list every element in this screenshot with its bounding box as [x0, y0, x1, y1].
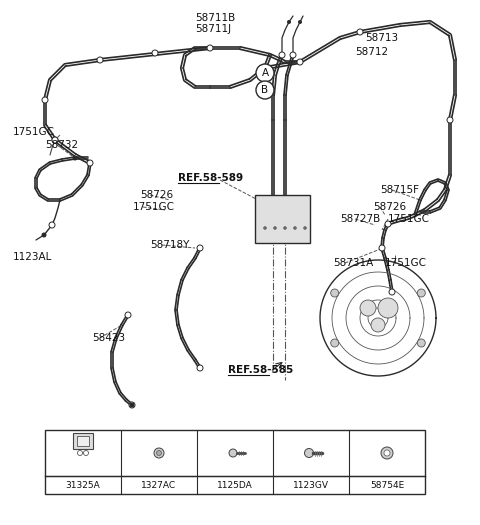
- Text: 1751GC: 1751GC: [13, 127, 55, 137]
- Circle shape: [385, 221, 391, 227]
- Circle shape: [256, 81, 274, 99]
- Text: 1751GC: 1751GC: [388, 214, 430, 224]
- Circle shape: [279, 52, 285, 58]
- Circle shape: [197, 365, 203, 371]
- Text: 1327AC: 1327AC: [142, 480, 177, 489]
- Circle shape: [417, 289, 425, 297]
- Circle shape: [87, 160, 93, 166]
- Circle shape: [360, 300, 376, 316]
- Circle shape: [283, 226, 287, 230]
- Circle shape: [152, 50, 158, 56]
- Circle shape: [229, 449, 237, 457]
- Text: REF.58-589: REF.58-589: [178, 173, 243, 183]
- Text: 58726: 58726: [373, 202, 406, 212]
- Circle shape: [129, 402, 135, 408]
- Bar: [255, 195, 310, 243]
- Circle shape: [304, 448, 313, 457]
- Circle shape: [41, 233, 47, 237]
- Text: 1751GC: 1751GC: [133, 202, 175, 212]
- Text: 1125DA: 1125DA: [217, 480, 253, 489]
- Circle shape: [384, 450, 390, 456]
- Circle shape: [52, 137, 58, 143]
- Text: 58754E: 58754E: [370, 480, 404, 489]
- Circle shape: [77, 450, 83, 456]
- Circle shape: [52, 137, 58, 143]
- Text: 58727B: 58727B: [340, 214, 380, 224]
- Circle shape: [273, 226, 277, 230]
- Circle shape: [156, 450, 161, 456]
- Circle shape: [290, 52, 296, 58]
- Text: 58711J: 58711J: [195, 24, 231, 34]
- Circle shape: [389, 289, 395, 295]
- Circle shape: [417, 339, 425, 347]
- Circle shape: [447, 117, 453, 123]
- Text: B: B: [262, 85, 269, 95]
- Text: 31325A: 31325A: [66, 480, 100, 489]
- Text: 58731A: 58731A: [333, 258, 373, 268]
- Circle shape: [197, 245, 203, 251]
- Circle shape: [371, 318, 385, 332]
- Circle shape: [207, 45, 213, 51]
- Circle shape: [357, 29, 363, 35]
- Circle shape: [42, 97, 48, 103]
- Circle shape: [72, 155, 77, 161]
- Circle shape: [378, 298, 398, 318]
- Circle shape: [125, 312, 131, 318]
- Text: 58732: 58732: [45, 140, 78, 150]
- Text: 58718Y: 58718Y: [150, 240, 190, 250]
- Circle shape: [256, 64, 274, 82]
- Circle shape: [130, 403, 134, 407]
- Circle shape: [331, 289, 339, 297]
- Circle shape: [49, 222, 55, 228]
- Text: 58711B: 58711B: [195, 13, 235, 23]
- Circle shape: [154, 448, 164, 458]
- Circle shape: [263, 226, 267, 230]
- Text: REF.58-585: REF.58-585: [228, 365, 293, 375]
- Text: 58712: 58712: [355, 47, 388, 57]
- Circle shape: [293, 226, 297, 230]
- Text: 1751GC: 1751GC: [385, 258, 427, 268]
- Circle shape: [287, 20, 291, 24]
- Text: 1123AL: 1123AL: [13, 252, 52, 262]
- Bar: [73, 433, 93, 449]
- Circle shape: [298, 20, 302, 24]
- Circle shape: [303, 226, 307, 230]
- Circle shape: [84, 450, 88, 456]
- Text: 58423: 58423: [92, 333, 125, 343]
- Circle shape: [381, 447, 393, 459]
- Text: 58726: 58726: [140, 190, 173, 200]
- Bar: [45, 430, 425, 494]
- Text: 1123GV: 1123GV: [293, 480, 329, 489]
- Text: 58715F: 58715F: [380, 185, 419, 195]
- Bar: [77, 436, 89, 446]
- Circle shape: [297, 59, 303, 65]
- Text: 58713: 58713: [365, 33, 398, 43]
- Circle shape: [379, 245, 385, 251]
- Text: A: A: [262, 68, 269, 78]
- Circle shape: [331, 339, 339, 347]
- Circle shape: [97, 57, 103, 63]
